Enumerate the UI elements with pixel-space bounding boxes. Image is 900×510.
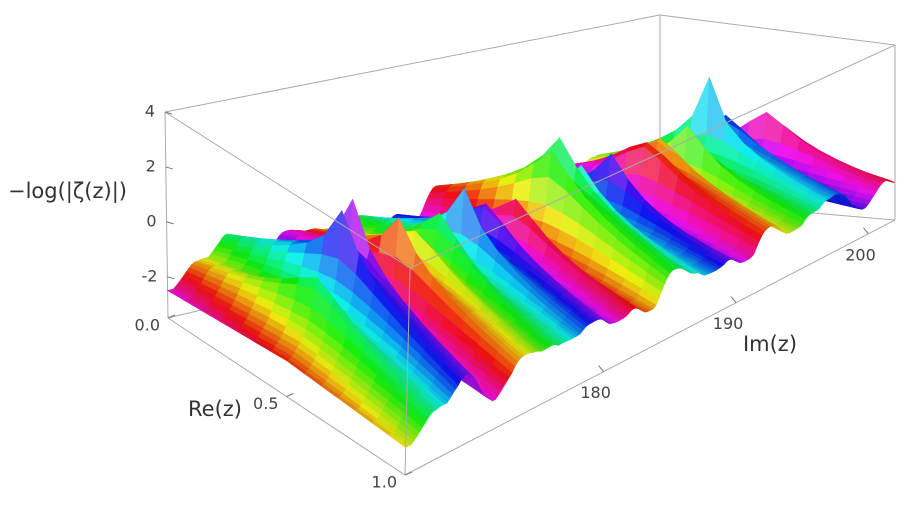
z-tick-label: 2 (146, 156, 156, 175)
x-tick (730, 296, 737, 304)
z-axis-label: −log(|ζ(z)|) (8, 179, 127, 204)
y-tick-label: 1.0 (372, 473, 397, 492)
x-tick-label: 180 (580, 383, 611, 402)
box-edge (404, 219, 896, 476)
surface-patch (689, 77, 710, 136)
x-tick-label: 200 (845, 245, 876, 264)
box-edge (164, 111, 169, 319)
y-tick-label: 0.0 (135, 316, 160, 335)
re-axis-label: Re(z) (188, 397, 242, 421)
surface-patch (388, 433, 409, 448)
surface-patch (528, 177, 550, 206)
z-tick-label: 4 (145, 102, 155, 121)
box-edge (659, 14, 896, 46)
x-tick (598, 365, 605, 372)
z-tick (164, 111, 173, 115)
x-tick (863, 227, 869, 235)
im-axis-label: Im(z) (743, 332, 797, 356)
surface-patch (706, 77, 727, 143)
z-tick (167, 276, 175, 280)
x-tick-label: 190 (713, 314, 744, 333)
surface-patch (426, 191, 448, 200)
surface-patch (763, 111, 784, 145)
box-edge (164, 14, 661, 113)
z-tick-label: -2 (141, 266, 157, 285)
box-edge (164, 111, 411, 269)
z-tick-label: 0 (146, 211, 156, 230)
surface-patch (272, 241, 294, 246)
y-tick (286, 393, 294, 397)
z-tick (166, 221, 174, 225)
surface-patch (746, 111, 767, 141)
box-edge (404, 267, 411, 476)
y-tick (404, 471, 413, 476)
y-tick (167, 314, 176, 319)
y-tick-label: 0.5 (253, 394, 278, 413)
z-tick (165, 166, 173, 170)
box-edge (409, 44, 896, 269)
